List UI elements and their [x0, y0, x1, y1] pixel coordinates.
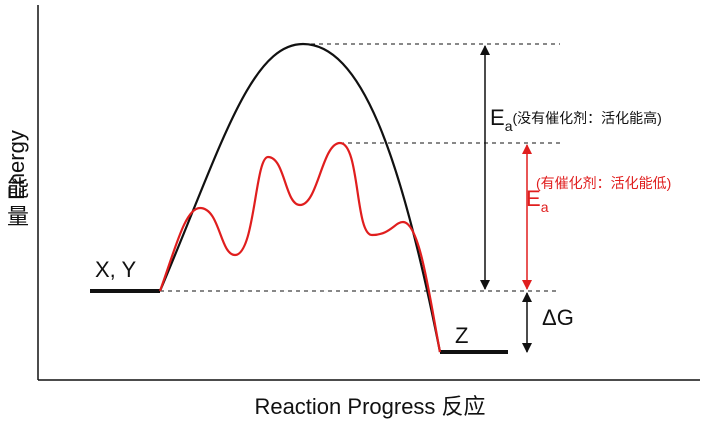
ea-cat-label: Ea [526, 186, 549, 215]
delta-g-label: ΔG [542, 305, 574, 330]
axes [37, 5, 700, 381]
uncatalyzed-curve [158, 42, 442, 353]
ea-cat-note: (有催化剂：活化能低) [536, 175, 671, 191]
ea-symbol: E [490, 105, 505, 130]
reactant-label: X, Y [95, 257, 137, 282]
y-label: Energy [4, 130, 29, 200]
y-label-zh: 能 [7, 176, 29, 201]
catalyzed-curve [158, 141, 442, 353]
ea-note: (没有催化剂：活化能高) [512, 110, 661, 126]
y-label-zh: 量 [7, 204, 29, 229]
product-label: Z [455, 323, 468, 348]
ea-cat-note-text: (有催化剂：活化能低) [536, 175, 671, 191]
ea-cat-symbol: E [526, 186, 541, 211]
ea-subscript: a [505, 118, 513, 134]
ea-cat-subscript: a [541, 199, 549, 215]
x-label: Reaction Progress 反应 [254, 394, 485, 419]
ea-label: Ea(没有催化剂：活化能高) [490, 105, 662, 134]
guides [160, 43, 560, 292]
